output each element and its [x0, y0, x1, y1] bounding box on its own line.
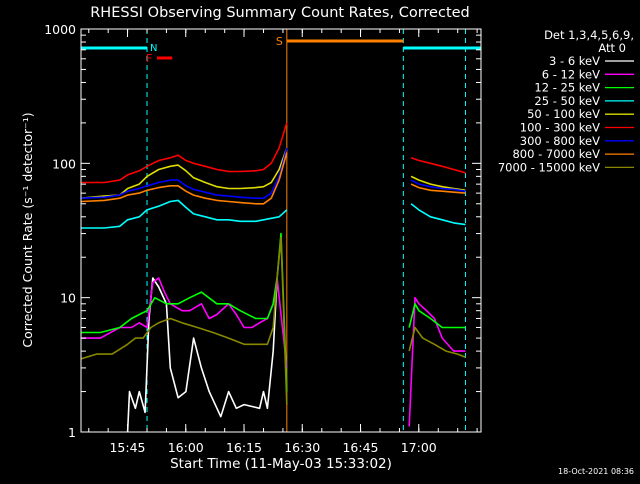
y-tick-label: 10	[60, 291, 76, 306]
series-line	[126, 277, 278, 433]
chart-title: RHESSI Observing Summary Count Rates, Co…	[90, 5, 470, 21]
series-line	[81, 277, 288, 368]
series-line	[410, 157, 466, 174]
series-line	[410, 175, 466, 192]
x-tick-label: 17:00	[401, 440, 437, 455]
flare-marker-label: F	[146, 52, 152, 65]
x-tick-label: 15:45	[109, 440, 145, 455]
legend-entry-label: 25 - 50 keV	[534, 94, 600, 108]
legend-entry-label: 100 - 300 keV	[520, 121, 600, 135]
series-line	[80, 147, 288, 199]
legend-entry-label: 300 - 800 keV	[520, 134, 600, 148]
legend-header-detectors: Det 1,3,4,5,6,9,	[544, 28, 634, 42]
series-line	[81, 122, 288, 184]
generation-timestamp: 18-Oct-2021 08:36	[558, 467, 634, 476]
axis-ticks: 15:45 16:00 16:15 16:30 16:45 17:00 1 10 100 1000	[44, 22, 481, 455]
series-line	[410, 183, 466, 194]
y-tick-label: 1000	[44, 22, 76, 37]
x-axis-label: Start Time (11-May-03 15:33:02)	[170, 456, 392, 472]
y-axis-label: Corrected Count Rate (s⁻¹ detector⁻¹)	[20, 112, 35, 347]
series-line	[81, 199, 288, 229]
y-tick-label: 1	[68, 425, 76, 440]
series-line	[410, 179, 466, 192]
series-line	[408, 296, 466, 427]
series-line	[80, 152, 288, 205]
legend-entry-label: 50 - 100 keV	[527, 107, 600, 121]
series-line	[410, 203, 466, 226]
y-tick-label: 100	[52, 156, 76, 171]
series-line	[81, 232, 288, 392]
x-tick-label: 16:45	[342, 440, 378, 455]
series-line	[408, 303, 466, 329]
plot-area: NF S	[80, 29, 481, 433]
series-line	[80, 147, 288, 199]
series-line	[80, 236, 288, 405]
legend-entry-label: 800 - 7000 keV	[512, 147, 600, 161]
x-tick-label: 16:00	[168, 440, 204, 455]
legend-entry-label: 6 - 12 keV	[542, 67, 600, 81]
legend-entry-label: 7000 - 15000 keV	[498, 160, 600, 174]
legend-entry-label: 3 - 6 keV	[549, 54, 600, 68]
legend-header-attenuator: Att 0	[598, 41, 626, 55]
plot-frame	[80, 28, 482, 433]
series-line	[408, 326, 466, 359]
x-tick-label: 16:15	[226, 440, 262, 455]
saa-marker-label: S	[276, 35, 283, 48]
x-tick-label: 16:30	[284, 440, 320, 455]
night-marker-label: N	[150, 43, 157, 54]
legend-entry-label: 12 - 25 keV	[534, 81, 600, 95]
